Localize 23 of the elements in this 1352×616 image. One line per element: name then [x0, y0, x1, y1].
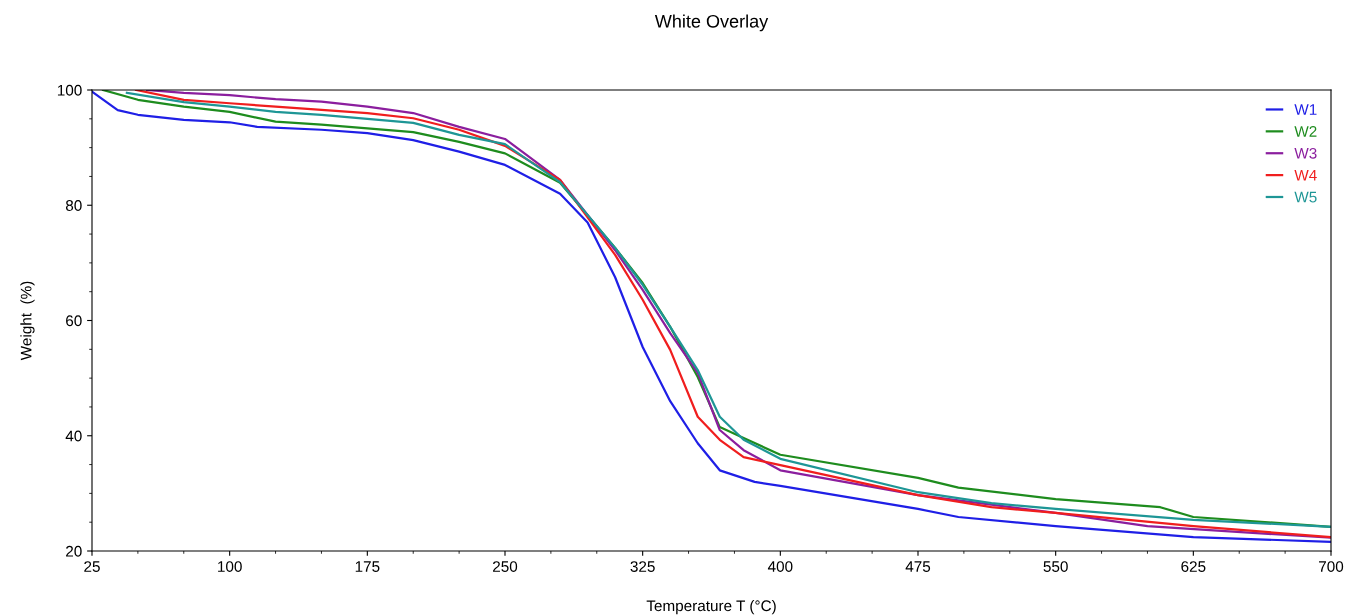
legend-label: W4	[1294, 169, 1317, 181]
legend-label: W5	[1294, 191, 1317, 203]
y-axis-title: Weight (%)	[20, 281, 35, 361]
y-tick-label: 60	[66, 315, 82, 327]
x-tick-label: 625	[1181, 561, 1206, 572]
x-tick-label: 175	[355, 561, 380, 572]
legend-label: W2	[1294, 126, 1317, 137]
y-tick-label: 100	[57, 84, 82, 96]
x-tick-label: 700	[1319, 561, 1344, 572]
x-axis-title: Temperature T (°C)	[646, 599, 776, 615]
legend-label: W3	[1294, 147, 1317, 159]
x-tick-label: 100	[218, 561, 242, 572]
chart-title: White Overlay	[654, 14, 769, 32]
y-tick-label: 80	[65, 200, 82, 211]
x-tick-label: 475	[905, 561, 931, 572]
x-tick-label: 325	[630, 561, 655, 572]
x-tick-label: 550	[1043, 561, 1068, 572]
y-tick-label: 20	[66, 545, 82, 557]
legend-label: W1	[1294, 104, 1317, 115]
y-tick-label: 40	[65, 430, 82, 442]
x-tick-label: 250	[493, 561, 518, 572]
x-tick-label: 25	[84, 561, 100, 572]
x-tick-label: 400	[767, 561, 793, 572]
